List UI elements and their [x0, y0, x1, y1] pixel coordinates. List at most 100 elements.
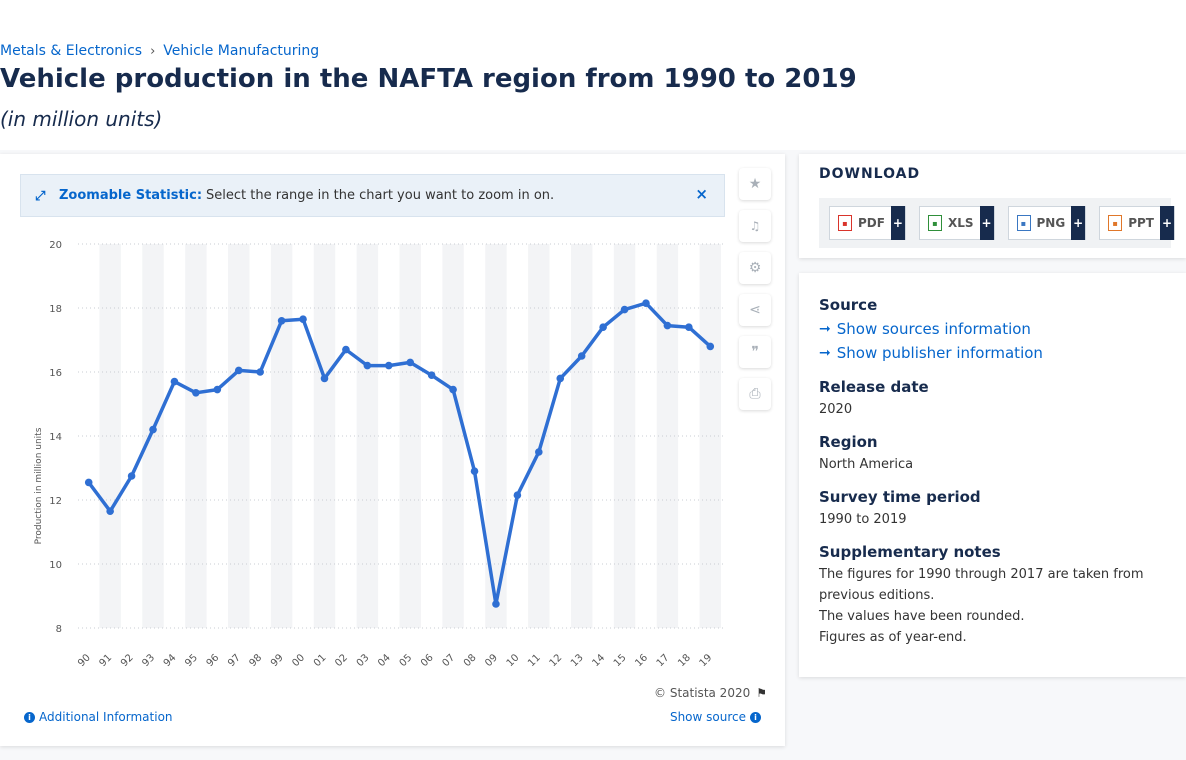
- data-point: [384, 361, 393, 370]
- breadcrumb-metals-electronics[interactable]: Metals & Electronics: [0, 43, 143, 59]
- x-tick-label: 99: [269, 652, 286, 669]
- print-icon: ⎙: [749, 386, 761, 402]
- pdf-label: PDF: [858, 216, 885, 230]
- data-point: [642, 299, 650, 307]
- data-point: [149, 425, 157, 434]
- data-point: [170, 377, 179, 386]
- data-point: [234, 366, 243, 375]
- zoom-banner-text: Select the range in the chart you want t…: [206, 188, 555, 203]
- column-band: [270, 244, 293, 628]
- y-tick-label: 18: [49, 304, 62, 315]
- x-tick-label: 01: [312, 652, 329, 669]
- x-tick-label: 03: [355, 652, 372, 669]
- plus-icon: +: [1071, 206, 1086, 240]
- notification-button[interactable]: ♫: [739, 210, 771, 242]
- column-band: [442, 244, 464, 628]
- pdf-file-icon: ▪: [838, 215, 852, 231]
- additional-information-link[interactable]: i Additional Information: [20, 710, 173, 724]
- column-band: [185, 244, 207, 628]
- x-tick-label: 95: [183, 652, 200, 669]
- breadcrumb: Metals & Electronics › Vehicle Manufactu…: [0, 43, 319, 59]
- show-sources-link[interactable]: ➞ Show sources information: [819, 320, 1031, 338]
- share-button[interactable]: ⋖: [739, 294, 771, 326]
- flag-icon[interactable]: ⚑: [756, 686, 767, 700]
- settings-button[interactable]: ⚙: [739, 252, 771, 284]
- statistic-details-card: Source ➞ Show sources information ➞ Show…: [799, 273, 1186, 677]
- download-ppt-button[interactable]: ▪ PPT +: [1099, 206, 1175, 240]
- arrow-right-icon: ➞: [819, 345, 831, 361]
- y-tick-label: 8: [56, 624, 62, 635]
- show-source-label: Show source: [669, 710, 746, 724]
- close-icon[interactable]: ×: [695, 185, 708, 203]
- x-tick-label: 90: [76, 652, 93, 669]
- star-icon: ★: [748, 176, 762, 192]
- supplementary-note: The values have been rounded.: [819, 609, 1025, 624]
- x-tick-label: 06: [419, 652, 436, 669]
- png-label: PNG: [1036, 216, 1066, 230]
- print-button[interactable]: ⎙: [739, 378, 771, 410]
- y-tick-label: 20: [49, 240, 62, 251]
- data-point: [406, 358, 415, 367]
- plus-icon: +: [890, 206, 905, 240]
- share-icon: ⋖: [749, 302, 761, 318]
- x-tick-label: 08: [462, 652, 479, 669]
- expand-icon: ⤢: [35, 188, 46, 204]
- cite-button[interactable]: ❞: [739, 336, 771, 368]
- x-tick-label: 19: [698, 652, 715, 669]
- ppt-label: PPT: [1128, 216, 1154, 230]
- data-point: [299, 315, 307, 323]
- breadcrumb-vehicle-manufacturing[interactable]: Vehicle Manufacturing: [163, 43, 320, 59]
- xls-file-icon: ▪: [927, 215, 942, 231]
- x-tick-label: 98: [248, 652, 265, 669]
- source-heading: Source: [819, 296, 878, 314]
- zoom-banner: ⤢ Zoomable Statistic: Select the range i…: [20, 174, 725, 217]
- show-publisher-label: Show publisher information: [836, 344, 1043, 362]
- data-point: [277, 317, 286, 325]
- line-chart[interactable]: 8 10 12 14 16 18 20 Production in million units…: [0, 154, 785, 694]
- download-pdf-button[interactable]: ▪ PDF +: [829, 206, 906, 240]
- page-subtitle: (in million units): [0, 107, 163, 131]
- copyright: © Statista 2020 ⚑: [654, 686, 767, 700]
- x-tick-label: 93: [140, 652, 157, 669]
- data-point: [513, 491, 522, 500]
- top-band: [0, 0, 1186, 150]
- column-band: [313, 244, 336, 628]
- xls-label: XLS: [947, 216, 974, 230]
- x-tick-label: 91: [97, 652, 114, 669]
- show-source-link[interactable]: Show source i: [670, 710, 765, 724]
- data-point: [492, 600, 500, 608]
- data-point: [706, 342, 715, 351]
- data-point: [363, 361, 372, 370]
- data-point: [106, 507, 114, 515]
- breadcrumb-separator: ›: [150, 43, 156, 59]
- y-axis-label: Production in million units: [34, 427, 44, 544]
- chart-card: 8 10 12 14 16 18 20 Production in million units…: [0, 154, 785, 746]
- data-point: [427, 371, 436, 379]
- data-point: [599, 323, 607, 331]
- supplementary-note: The figures for 1990 through 2017 are ta…: [819, 567, 1144, 603]
- x-tick-label: 07: [440, 652, 457, 669]
- data-point: [342, 345, 350, 354]
- download-xls-button[interactable]: ▪ XLS +: [918, 206, 995, 240]
- x-tick-label: 96: [205, 652, 222, 669]
- x-tick-label: 15: [612, 652, 629, 669]
- x-tick-label: 18: [676, 652, 693, 669]
- supplementary-notes-heading: Supplementary notes: [819, 543, 1001, 561]
- png-file-icon: ▪: [1016, 215, 1031, 231]
- x-tick-label: 10: [505, 652, 522, 669]
- download-png-button[interactable]: ▪ PNG +: [1007, 206, 1087, 240]
- release-date-value: 2020: [819, 402, 853, 417]
- series-line: [87, 301, 712, 606]
- x-tick-label: 92: [119, 652, 136, 669]
- data-point: [127, 472, 136, 480]
- x-tick-label: 11: [526, 652, 543, 669]
- download-title: DOWNLOAD: [819, 166, 921, 182]
- favorite-button[interactable]: ★: [739, 168, 771, 200]
- release-date-heading: Release date: [819, 378, 929, 396]
- x-tick-label: 04: [376, 652, 393, 669]
- plus-icon: +: [1159, 206, 1174, 240]
- gear-icon: ⚙: [748, 260, 762, 276]
- show-sources-label: Show sources information: [836, 320, 1031, 338]
- column-band: [570, 244, 593, 628]
- show-publisher-link[interactable]: ➞ Show publisher information: [819, 344, 1043, 362]
